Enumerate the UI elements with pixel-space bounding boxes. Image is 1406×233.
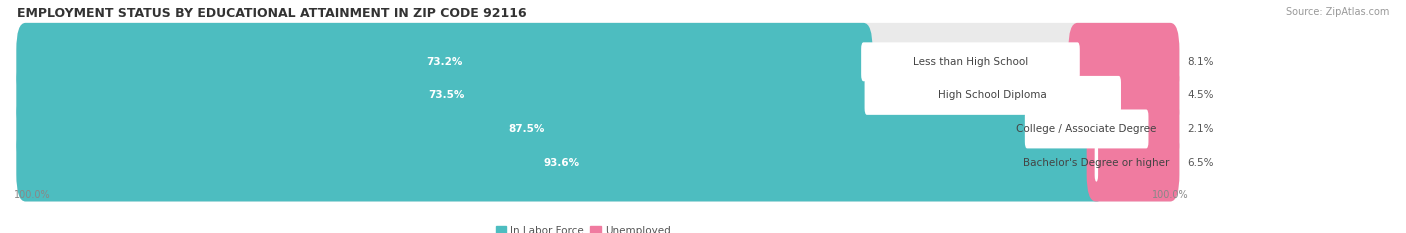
FancyBboxPatch shape xyxy=(17,90,1036,168)
Text: 4.5%: 4.5% xyxy=(1188,90,1213,100)
Text: Less than High School: Less than High School xyxy=(912,57,1028,67)
Text: 100.0%: 100.0% xyxy=(1152,190,1188,200)
Text: 2.1%: 2.1% xyxy=(1188,124,1213,134)
FancyBboxPatch shape xyxy=(1137,90,1180,168)
FancyBboxPatch shape xyxy=(17,23,873,101)
FancyBboxPatch shape xyxy=(17,123,1180,202)
FancyBboxPatch shape xyxy=(865,76,1121,115)
FancyBboxPatch shape xyxy=(1087,123,1180,202)
FancyBboxPatch shape xyxy=(17,56,876,134)
Text: EMPLOYMENT STATUS BY EDUCATIONAL ATTAINMENT IN ZIP CODE 92116: EMPLOYMENT STATUS BY EDUCATIONAL ATTAINM… xyxy=(17,7,526,20)
Text: 8.1%: 8.1% xyxy=(1188,57,1213,67)
Text: 73.5%: 73.5% xyxy=(427,90,464,100)
Text: High School Diploma: High School Diploma xyxy=(938,90,1047,100)
FancyBboxPatch shape xyxy=(1025,110,1149,148)
Text: Source: ZipAtlas.com: Source: ZipAtlas.com xyxy=(1285,7,1389,17)
FancyBboxPatch shape xyxy=(17,56,1180,134)
Text: 73.2%: 73.2% xyxy=(426,57,463,67)
FancyBboxPatch shape xyxy=(17,123,1107,202)
Text: 100.0%: 100.0% xyxy=(14,190,51,200)
Text: College / Associate Degree: College / Associate Degree xyxy=(1017,124,1157,134)
FancyBboxPatch shape xyxy=(17,90,1180,168)
Text: Bachelor's Degree or higher: Bachelor's Degree or higher xyxy=(1024,158,1170,168)
FancyBboxPatch shape xyxy=(1095,143,1098,182)
Text: 87.5%: 87.5% xyxy=(508,124,544,134)
Legend: In Labor Force, Unemployed: In Labor Force, Unemployed xyxy=(492,222,675,233)
Text: 6.5%: 6.5% xyxy=(1188,158,1213,168)
FancyBboxPatch shape xyxy=(1069,23,1180,101)
FancyBboxPatch shape xyxy=(1109,56,1180,134)
FancyBboxPatch shape xyxy=(17,23,1180,101)
FancyBboxPatch shape xyxy=(860,42,1080,81)
Text: 93.6%: 93.6% xyxy=(543,158,579,168)
